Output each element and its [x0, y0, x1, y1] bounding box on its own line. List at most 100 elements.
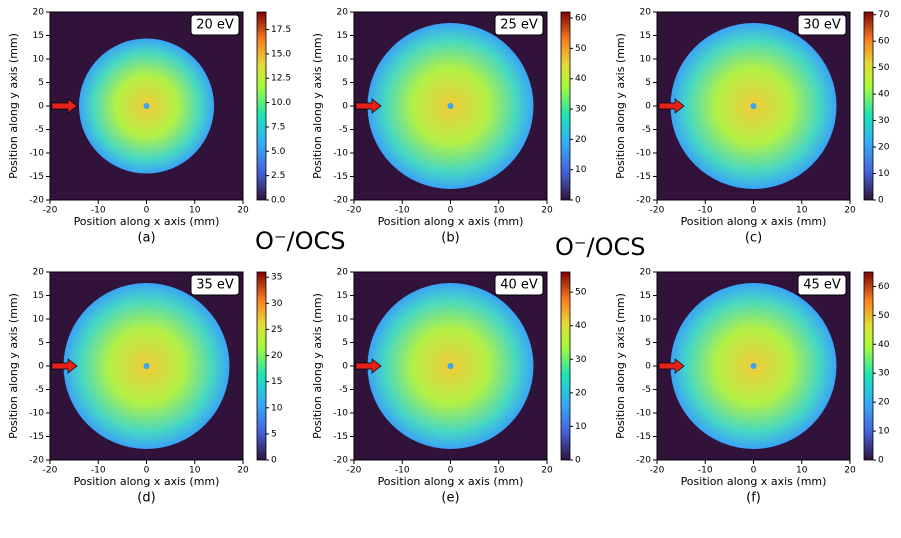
y-tick-label: 15: [640, 291, 651, 301]
y-tick-label: 20: [640, 268, 652, 278]
y-tick-label: 5: [342, 78, 348, 88]
y-tick-label: 10: [640, 55, 652, 65]
x-tick-label: 10: [796, 466, 808, 476]
x-tick-label: -10: [395, 206, 410, 216]
panel-caption: (c): [745, 231, 762, 246]
x-tick-label: -20: [650, 466, 665, 476]
colorbar-tick-label: 10.0: [271, 98, 291, 108]
colorbar-tick-label: 35: [271, 273, 282, 283]
x-axis-label: Position along x axis (mm): [378, 475, 524, 488]
colorbar-tick-label: 0: [575, 196, 581, 206]
colorbar-tick-label: 20: [575, 388, 587, 398]
x-tick-label: 0: [751, 466, 757, 476]
y-tick-label: -5: [339, 125, 348, 135]
panel-caption: (b): [441, 231, 459, 246]
y-tick-label: 0: [645, 362, 651, 372]
y-tick-label: 15: [33, 31, 44, 41]
x-tick-label: 10: [189, 466, 201, 476]
colorbar-tick-label: 25: [271, 325, 282, 335]
y-axis-label: Position along y axis (mm): [311, 293, 324, 439]
colorbar-tick-label: 40: [878, 90, 890, 100]
colorbar-tick-label: 30: [271, 299, 283, 309]
y-tick-label: -20: [333, 456, 348, 466]
annotation-box: [797, 14, 847, 36]
y-tick-label: 10: [640, 315, 652, 325]
annotation: 35 eV: [196, 278, 234, 293]
colorbar: [560, 11, 571, 201]
x-tick-label: -10: [698, 466, 713, 476]
x-tick-label: 20: [844, 466, 856, 476]
colorbar-tick-label: 30: [878, 116, 890, 126]
x-tick-label: 0: [448, 466, 454, 476]
center-spot: [447, 363, 454, 369]
x-tick-label: -20: [43, 206, 58, 216]
colorbar-tick-label: 50: [878, 63, 890, 73]
colorbar-tick-label: 50: [575, 288, 587, 298]
x-tick-label: 0: [448, 206, 454, 216]
colorbar-tick-label: 30: [575, 105, 587, 115]
colorbar-tick-label: 5.0: [271, 147, 286, 157]
y-tick-label: 0: [38, 362, 44, 372]
x-tick-label: -20: [347, 466, 362, 476]
y-axis-label: Position along y axis (mm): [614, 33, 627, 179]
y-tick-label: 10: [33, 315, 45, 325]
y-tick-label: 10: [337, 55, 349, 65]
y-tick-label: 20: [33, 268, 45, 278]
x-tick-label: 10: [493, 466, 505, 476]
x-axis-label: Position along x axis (mm): [74, 215, 220, 228]
center-spot: [447, 103, 454, 109]
annotation: 25 eV: [500, 18, 538, 33]
y-tick-label: 0: [38, 102, 44, 112]
y-tick-label: 20: [337, 8, 349, 18]
colorbar-tick-label: 10: [271, 403, 283, 413]
colorbar-tick-label: 15.0: [271, 49, 291, 59]
colorbar-tick-label: 30: [878, 369, 890, 379]
x-tick-label: -20: [347, 206, 362, 216]
y-tick-label: -20: [636, 196, 651, 206]
x-tick-label: 0: [751, 206, 757, 216]
colorbar-tick-label: 40: [575, 321, 587, 331]
x-tick-label: -10: [698, 206, 713, 216]
y-tick-label: 5: [645, 338, 651, 348]
x-tick-label: 20: [844, 206, 856, 216]
center-spot: [750, 363, 757, 369]
colorbar-tick-label: 15: [271, 377, 282, 387]
x-tick-label: 20: [541, 466, 553, 476]
y-tick-label: 15: [337, 291, 348, 301]
colorbar: [863, 271, 874, 461]
annotation: 30 eV: [803, 18, 841, 33]
x-tick-label: 20: [237, 466, 249, 476]
y-tick-label: -5: [642, 385, 651, 395]
annotation-box: [797, 274, 847, 296]
y-tick-label: 20: [33, 8, 45, 18]
y-tick-label: -20: [29, 456, 44, 466]
x-axis-label: Position along x axis (mm): [378, 215, 524, 228]
colorbar-tick-label: 0.0: [271, 196, 286, 206]
x-axis-label: Position along x axis (mm): [74, 475, 220, 488]
beam-arrow: [51, 358, 78, 374]
colorbar-tick-label: 10: [878, 169, 890, 179]
y-tick-label: 15: [337, 31, 348, 41]
x-tick-label: -10: [91, 206, 106, 216]
panel-caption: (e): [441, 491, 459, 506]
annotation: 40 eV: [500, 278, 538, 293]
colorbar: [256, 11, 267, 201]
beam-arrow: [355, 98, 382, 114]
center-spot: [143, 363, 150, 369]
annotation: 20 eV: [196, 18, 234, 33]
panel-caption: (f): [746, 491, 761, 506]
y-tick-label: -5: [642, 125, 651, 135]
x-tick-label: 10: [796, 206, 808, 216]
colorbar-tick-label: 17.5: [271, 25, 291, 35]
colorbar-tick-label: 50: [575, 44, 587, 54]
colorbar-tick-label: 60: [878, 37, 890, 47]
colorbar-tick-label: 0: [878, 456, 884, 466]
x-tick-label: 10: [493, 206, 505, 216]
y-axis-label: Position along y axis (mm): [614, 293, 627, 439]
x-tick-label: -10: [395, 466, 410, 476]
beam-arrow: [355, 358, 382, 374]
y-tick-label: -5: [339, 385, 348, 395]
colorbar-tick-label: 20: [878, 398, 890, 408]
y-tick-label: -15: [333, 172, 348, 182]
